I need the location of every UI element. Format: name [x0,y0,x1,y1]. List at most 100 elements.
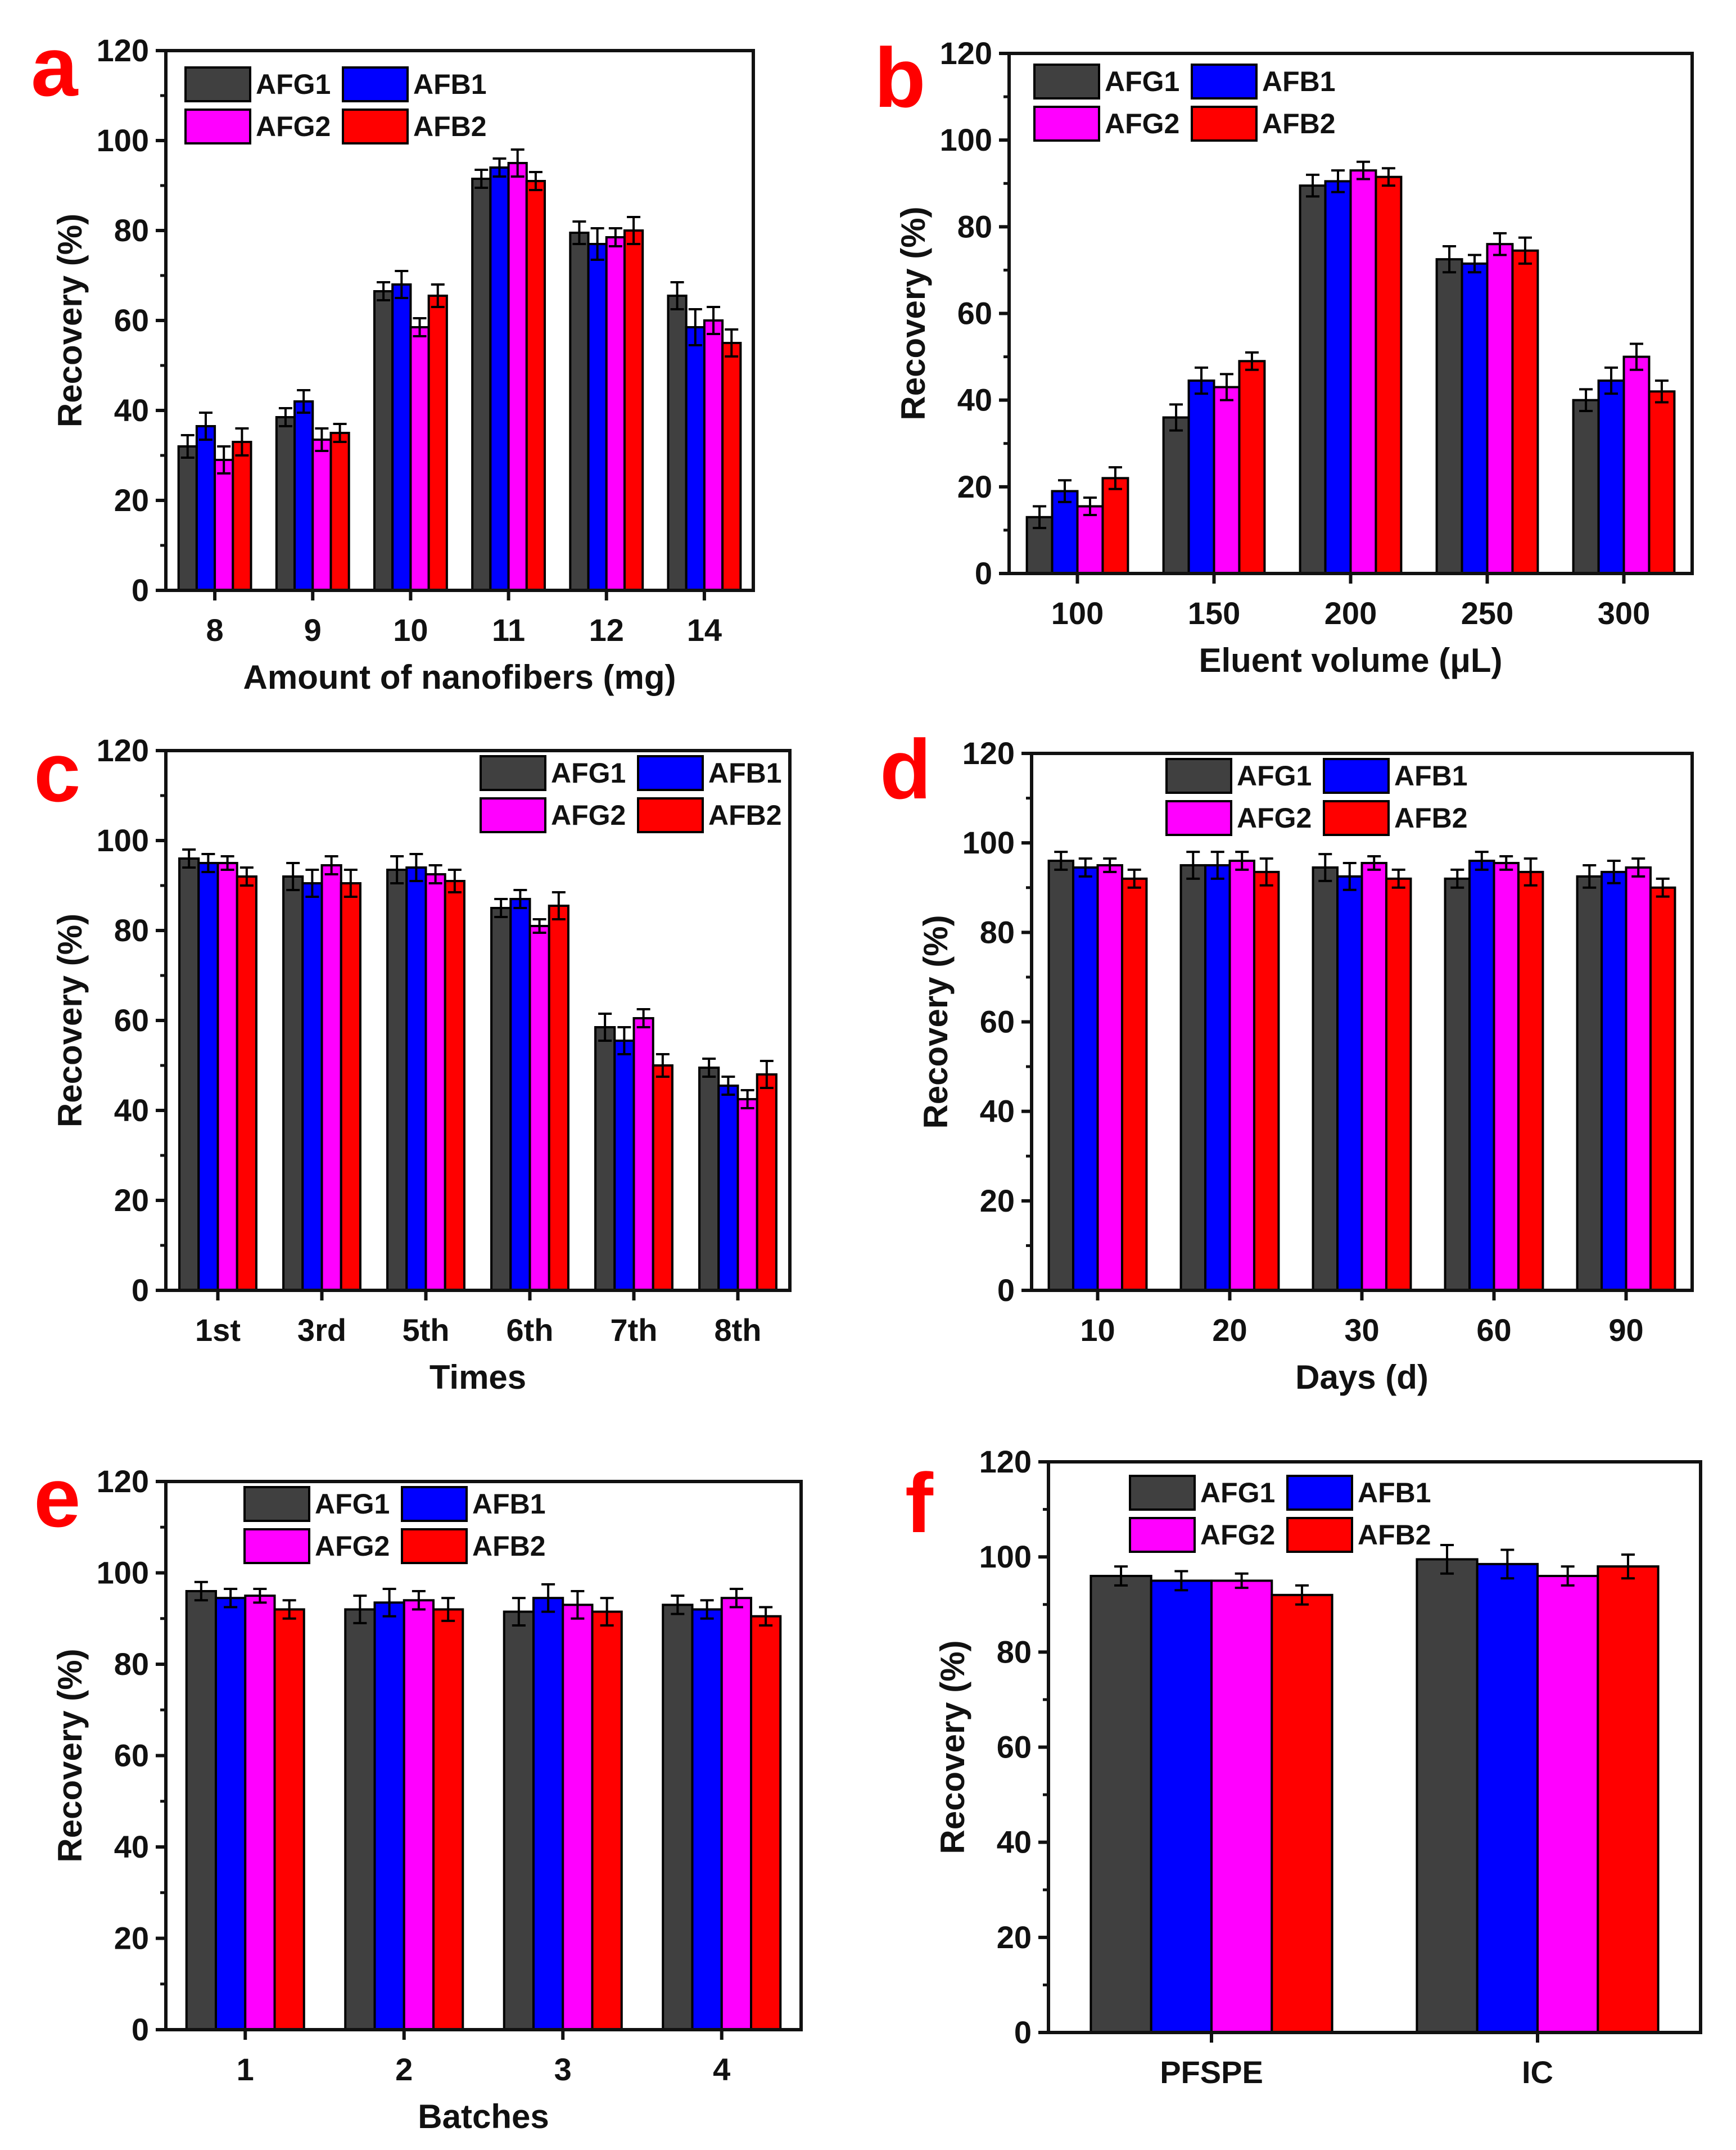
error-bar-AFB1-9 [297,389,311,414]
legend-swatch [1323,758,1390,794]
x-tick-label: 9 [304,612,322,648]
legend-label: AFG1 [1237,760,1312,792]
y-tick-label: 60 [957,296,992,331]
error-bar-AFG2-IC [1561,1565,1575,1587]
legend-swatch [342,66,409,102]
y-tick-label: 100 [962,825,1015,860]
legend-item-AFB1: AFB1 [637,755,782,791]
y-tick-label: 80 [980,914,1015,950]
bar-AFG1-8 [177,445,198,591]
x-tick-label: 1 [237,2052,254,2087]
x-tick-label: 60 [1476,1312,1511,1348]
bar-AFG1-1 [185,1590,217,2031]
bar-AFB2-IC [1597,1565,1660,2034]
panel-letter-a: a [31,19,79,114]
legend-swatch [1165,800,1232,836]
bar-AFB2-300 [1648,390,1676,575]
bar-AFB1-90 [1601,870,1628,1292]
bar-AFB1-2 [373,1601,405,2031]
y-tick-label: 60 [114,1002,149,1038]
error-bar-AFG2-60 [1499,855,1513,871]
error-bar-AFB1-12 [590,227,604,261]
bar-AFG1-IC [1416,1558,1479,2034]
panel-e: e 0 20 40 60 80 100 120 Recovery (%) 1 2 3 4 Batches A… [34,1450,803,2135]
x-tick-label: 8 [206,612,224,648]
x-tick-label: 1st [195,1312,241,1348]
bar-AFB2-100 [1101,477,1129,575]
y-tick-label: 120 [97,33,149,68]
y-tick-label: 0 [1014,2015,1032,2050]
bar-AFB2-6th [548,905,569,1291]
bar-AFG1-12 [569,232,590,591]
x-tick-label: 150 [1188,595,1240,631]
legend-swatch [1033,64,1100,100]
legend-swatch [1165,758,1232,794]
error-bar-AFB1-100 [1058,479,1072,503]
bar-AFG1-3 [503,1610,535,2031]
bar-AFG1-3rd [282,875,304,1291]
y-tick-label: 120 [962,735,1015,771]
legend-item-AFG2: AFG2 [243,1528,390,1564]
error-bar-AFG1-3rd [286,862,300,891]
x-tick-label: 30 [1344,1312,1379,1348]
x-tick-label: 7th [611,1312,658,1348]
bar-AFB1-14 [685,326,706,591]
bar-AFG2-12 [605,236,626,591]
error-bar-AFB2-30 [1391,868,1405,889]
bar-AFG1-90 [1576,875,1603,1291]
y-tick-label: 0 [997,1272,1015,1308]
bar-AFG1-11 [471,178,492,591]
error-bar-AFG2-5th [428,864,442,884]
error-bar-AFB2-250 [1518,236,1532,265]
bar-AFB2-30 [1385,877,1412,1292]
bar-AFB2-250 [1511,249,1539,575]
x-tick-label: 6th [507,1312,554,1348]
bar-AFG1-10 [1047,860,1075,1291]
legend-item-AFG2: AFG2 [184,109,331,144]
legend-label: AFG2 [256,111,331,142]
legend-label: AFG1 [315,1488,390,1520]
error-bar-AFB2-20 [1259,857,1273,887]
bar-AFG1-60 [1444,877,1471,1292]
legend-a: AFG1 AFB1 AFG2 AFB2 [184,66,487,144]
legend-label: AFB2 [413,111,487,142]
y-axis-title: Recovery (%) [51,214,89,427]
error-bar-AFG1-30 [1318,853,1332,882]
error-bar-AFG2-250 [1493,232,1507,256]
error-bar-AFG1-12 [572,220,586,245]
y-tick-label: 0 [132,1272,149,1308]
panel-letter-b: b [874,30,926,125]
bar-AFB2-11 [525,180,546,591]
bar-AFB2-60 [1517,870,1544,1292]
legend-swatch [342,109,409,144]
error-bar-AFB2-11 [528,171,542,191]
bar-AFG2-8 [214,459,234,591]
y-tick-label: 120 [940,35,992,71]
legend-swatch [1033,106,1100,142]
legend-item-AFB1: AFB1 [1191,64,1336,100]
y-tick-label: 20 [980,1183,1015,1218]
error-bar-AFG2-7th [636,1008,650,1028]
error-bar-AFB2-1st [239,866,254,887]
error-bar-AFB1-14 [688,308,702,346]
error-bar-AFG2-10 [1103,857,1117,873]
error-bar-AFB1-6th [513,889,527,909]
bar-AFB1-12 [587,243,608,591]
error-bar-AFB2-300 [1654,379,1669,404]
error-bar-AFG2-14 [707,306,721,335]
bar-AFG2-10 [1096,864,1123,1292]
error-bar-AFB1-60 [1475,851,1489,871]
bar-AFB1-IC [1476,1562,1539,2034]
legend-swatch [1191,106,1258,142]
legend-e: AFG1 AFB1 AFG2 AFB2 [243,1486,546,1564]
y-tick-label: 60 [114,302,149,338]
x-tick-label: 100 [1051,595,1104,631]
y-tick-label: 120 [979,1444,1032,1479]
bar-AFG2-5th [424,873,446,1291]
legend-b: AFG1 AFB1 AFG2 AFB2 [1033,64,1336,142]
y-tick-label: 40 [114,1829,149,1864]
error-bar-AFG2-8th [740,1089,754,1109]
error-bar-AFG1-300 [1579,388,1593,412]
error-bar-AFG1-6th [494,898,508,918]
